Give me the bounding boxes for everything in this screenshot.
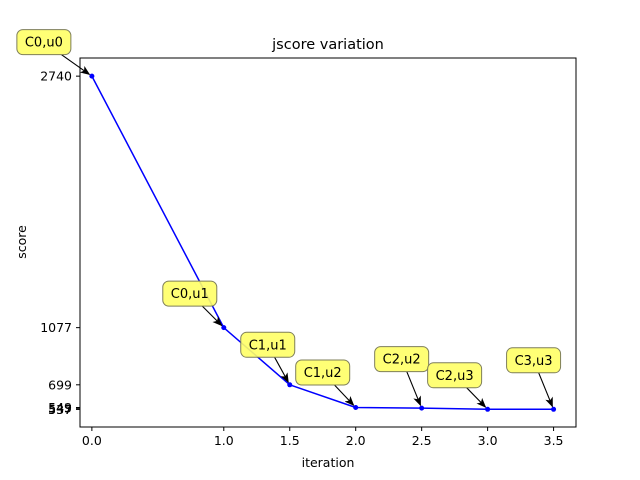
annotation-label: C3,u3: [515, 354, 553, 369]
annotation-arrow: [538, 372, 553, 408]
data-point: [485, 406, 491, 412]
x-tick-label: 3.5: [544, 433, 564, 448]
y-tick-label: 1077: [40, 320, 72, 335]
x-tick-label: 2.5: [412, 433, 432, 448]
annotation-arrow: [274, 357, 289, 384]
annotation-box: [16, 29, 72, 56]
annotation-label: C2,u3: [436, 369, 474, 384]
data-point: [353, 404, 359, 410]
annotation-box: [374, 346, 430, 373]
x-tick-label: 2.0: [346, 433, 366, 448]
x-axis-label: iteration: [302, 455, 355, 470]
annotation-arrow: [334, 384, 355, 407]
data-point: [419, 405, 425, 411]
annotation-arrow: [406, 371, 422, 407]
annotation-label: C0,u1: [171, 287, 209, 302]
annotation-box: [506, 347, 562, 374]
series-group: [89, 73, 557, 412]
annotation-arrow: [61, 54, 91, 75]
annotations-group: C0,u0 C0,u1 C1,u1 C1,u2 C2,u2 C2,u3 C3,u3: [16, 29, 562, 408]
annotation-label: C1,u2: [304, 366, 342, 381]
data-point: [551, 406, 557, 412]
x-tick-label: 3.0: [478, 433, 498, 448]
annotation-arrow: [466, 387, 487, 408]
axis-ticks: 0.0 1.0 1.5 2.0 2.5 3.0 3.5 2740 1077 699 54954553…: [40, 69, 563, 448]
data-point: [287, 382, 293, 388]
x-tick-label: 0.0: [82, 433, 102, 448]
y-tick-label: 545: [48, 401, 72, 416]
annotation-label: C1,u1: [249, 338, 287, 353]
data-point: [221, 325, 227, 331]
annotation-box: [427, 362, 483, 389]
annotation-box: [295, 359, 351, 386]
y-tick-label: 537: [48, 402, 72, 417]
annotation-arrow: [201, 305, 223, 327]
annotation-box: [162, 280, 218, 307]
y-tick-label: 699: [48, 377, 72, 392]
y-tick-label: 537: [48, 402, 72, 417]
x-tick-label: 1.0: [214, 433, 234, 448]
annotation-label: C0,u0: [25, 36, 63, 51]
chart-title: jscore variation: [271, 37, 384, 53]
y-tick-label: 2740: [40, 69, 72, 84]
annotation-label: C2,u2: [383, 353, 421, 368]
data-point: [89, 73, 95, 79]
y-tick-label: 549: [48, 400, 72, 415]
x-tick-label: 1.5: [280, 433, 300, 448]
annotation-box: [240, 331, 296, 358]
y-axis-label: score: [14, 225, 29, 259]
